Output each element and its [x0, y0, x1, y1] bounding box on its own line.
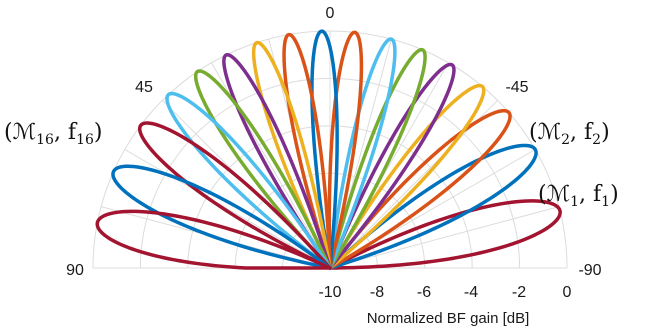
beam-lobe-6	[328, 47, 427, 270]
beam-lobe-12	[222, 52, 332, 270]
beam-lobe-7	[328, 37, 397, 270]
beam-lobe-17	[95, 209, 332, 270]
beam-lobe-14	[165, 91, 332, 270]
beam-lobe-5	[328, 62, 456, 270]
radial-tick-minus-4: -4	[464, 284, 478, 301]
annotation-m1-f1: (ℳ1, f1)	[538, 182, 619, 210]
beam-lobe-3	[328, 108, 512, 270]
radial-axis-label: Normalized BF gain [dB]	[367, 310, 530, 327]
angle-tick-0: 0	[326, 5, 335, 22]
beam-lobes	[95, 29, 562, 270]
annotation-m16-f16: (ℳ16, f16)	[4, 120, 103, 148]
radial-tick-minus-6: -6	[417, 284, 431, 301]
radial-tick-minus-2: -2	[512, 284, 526, 301]
grid-spoke	[124, 149, 331, 269]
radial-tick-0: 0	[563, 284, 572, 301]
grid-spoke	[329, 206, 560, 269]
angle-tick-minus-90: -90	[578, 262, 601, 279]
beam-lobe-2	[328, 143, 538, 270]
annotation-m2-f2: (ℳ2, f2)	[529, 120, 610, 148]
angle-tick-minus-45: -45	[505, 79, 528, 96]
beam-lobe-1	[328, 199, 562, 270]
radial-tick-minus-10: -10	[318, 284, 341, 301]
beam-lobe-4	[328, 83, 486, 270]
beam-lobe-11	[251, 40, 332, 270]
beam-lobe-9	[310, 29, 339, 270]
angle-ticks: 90 45 0 -45 -90	[66, 5, 602, 279]
beam-lobe-16	[111, 164, 332, 270]
beam-lobe-13	[193, 69, 332, 270]
radial-tick-minus-8: -8	[370, 284, 384, 301]
beam-lobe-8	[327, 30, 364, 270]
beam-lobe-10	[282, 32, 332, 270]
beam-lobe-15	[137, 121, 332, 270]
angle-tick-90: 90	[66, 262, 84, 279]
angle-tick-45: 45	[135, 79, 153, 96]
radial-ticks: -10 -8 -6 -4 -2 0	[318, 284, 571, 301]
